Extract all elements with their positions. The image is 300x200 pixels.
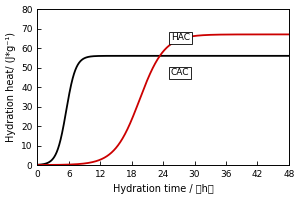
Text: HAC: HAC: [171, 33, 190, 42]
Y-axis label: Hydration heat/ (J*g⁻¹): Hydration heat/ (J*g⁻¹): [6, 32, 16, 142]
X-axis label: Hydration time / （h）: Hydration time / （h）: [113, 184, 214, 194]
Text: CAC: CAC: [171, 68, 190, 77]
